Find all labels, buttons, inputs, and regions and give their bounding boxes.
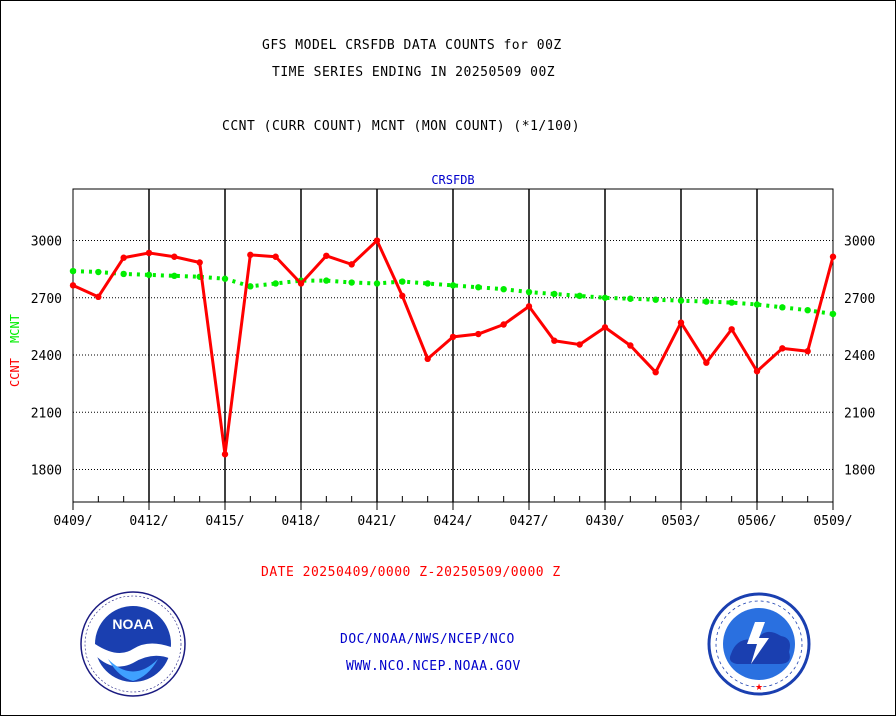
y-tick-label-left: 3000: [31, 235, 62, 250]
series-point-ccnt: [424, 355, 431, 363]
series-point-mcnt: [627, 295, 634, 302]
org-path: DOC/NOAA/NWS/NCEP/NCO: [340, 632, 515, 647]
y-tick-label-right: 3000: [844, 235, 875, 250]
y-tick-label-right: 2700: [844, 292, 875, 307]
series-point-mcnt: [475, 284, 482, 291]
y-axis-label-mcnt: MCNT: [8, 314, 22, 343]
series-point-mcnt: [525, 288, 533, 296]
x-tick-label: 0415/: [205, 514, 244, 529]
y-tick-label-left: 2700: [31, 292, 62, 307]
chart-header-line3: CCNT (CURR COUNT) MCNT (MON COUNT) (*1/1…: [222, 119, 581, 134]
series-point-ccnt: [753, 368, 761, 375]
chart-header-line2: TIME SERIES ENDING IN 20250509 00Z: [272, 65, 556, 80]
series-point-mcnt: [576, 292, 583, 300]
series-point-ccnt: [221, 451, 229, 458]
series-point-mcnt: [449, 282, 457, 289]
chart-title: CRSFDB: [431, 173, 474, 187]
series-point-mcnt: [677, 297, 685, 304]
series-point-mcnt: [652, 296, 659, 303]
series-point-mcnt: [69, 267, 77, 275]
series-point-ccnt: [399, 292, 406, 300]
y-tick-label-left: 1800: [31, 464, 62, 479]
x-tick-label: 0412/: [129, 514, 168, 529]
series-point-mcnt: [753, 301, 761, 308]
series-point-mcnt: [399, 278, 406, 285]
series-point-mcnt: [779, 304, 786, 311]
series-point-ccnt: [525, 303, 533, 310]
x-tick-label: 0503/: [661, 514, 700, 529]
series-point-mcnt: [829, 310, 837, 318]
series-point-ccnt: [145, 249, 153, 257]
series-point-ccnt: [297, 280, 305, 287]
x-tick-label: 0418/: [281, 514, 320, 529]
x-tick-label: 0430/: [585, 514, 624, 529]
series-point-ccnt: [601, 324, 609, 331]
series-point-ccnt: [703, 359, 710, 366]
y-tick-label-right: 1800: [844, 464, 875, 479]
svg-text:NOAA: NOAA: [112, 616, 153, 632]
y-tick-label-left: 2400: [31, 349, 62, 364]
x-tick-label: 0424/: [433, 514, 472, 529]
series-point-ccnt: [449, 333, 457, 341]
series-point-ccnt: [69, 282, 77, 289]
series-point-mcnt: [120, 270, 127, 278]
series-point-mcnt: [601, 294, 609, 301]
series-point-ccnt: [829, 253, 837, 260]
series-point-ccnt: [627, 342, 634, 349]
series-point-mcnt: [171, 272, 178, 280]
series-point-mcnt: [804, 306, 811, 314]
series-point-ccnt: [196, 259, 203, 266]
series-point-ccnt: [551, 337, 558, 344]
y-tick-label-right: 2400: [844, 349, 875, 364]
noaa-logo: NOAA: [80, 591, 186, 697]
series-point-ccnt: [323, 252, 330, 259]
series-point-mcnt: [500, 285, 507, 293]
y-axis-label-ccnt: CCNT: [8, 358, 22, 387]
series-point-ccnt: [348, 261, 355, 268]
series-point-ccnt: [728, 326, 735, 333]
series-point-mcnt: [424, 280, 431, 287]
series-point-mcnt: [272, 280, 279, 287]
series-point-ccnt: [247, 251, 254, 259]
series-point-ccnt: [677, 319, 685, 326]
series-point-mcnt: [373, 280, 381, 287]
x-tick-label: 0509/: [813, 514, 852, 529]
x-tick-label: 0409/: [53, 514, 92, 529]
date-range: DATE 20250409/0000 Z-20250509/0000 Z: [261, 565, 561, 580]
x-tick-label: 0506/: [737, 514, 776, 529]
nws-logo: ★: [707, 592, 811, 696]
x-tick-label: 0421/: [357, 514, 396, 529]
y-tick-label-left: 2100: [31, 406, 62, 421]
series-point-ccnt: [373, 237, 381, 244]
series-point-ccnt: [120, 254, 127, 261]
y-tick-label-right: 2100: [844, 406, 875, 421]
series-point-mcnt: [348, 279, 355, 286]
series-point-mcnt: [323, 277, 330, 284]
website: WWW.NCO.NCEP.NOAA.GOV: [346, 659, 521, 674]
series-point-ccnt: [652, 369, 659, 376]
series-point-ccnt: [804, 348, 811, 355]
series-point-mcnt: [551, 290, 558, 298]
series-point-ccnt: [576, 341, 583, 348]
series-point-ccnt: [500, 321, 507, 328]
series-point-mcnt: [703, 298, 710, 305]
series-point-mcnt: [95, 268, 102, 276]
svg-text:★: ★: [755, 682, 763, 692]
series-point-ccnt: [171, 253, 178, 260]
series-point-ccnt: [779, 345, 786, 352]
x-tick-label: 0427/: [509, 514, 548, 529]
series-point-mcnt: [247, 283, 254, 290]
chart-header-line1: GFS MODEL CRSFDB DATA COUNTS for 00Z: [262, 38, 562, 53]
series-point-ccnt: [475, 330, 482, 338]
series-point-mcnt: [221, 275, 229, 282]
series-point-ccnt: [95, 293, 102, 301]
series-point-ccnt: [272, 253, 279, 260]
series-point-mcnt: [728, 299, 735, 306]
series-point-mcnt: [145, 271, 153, 279]
